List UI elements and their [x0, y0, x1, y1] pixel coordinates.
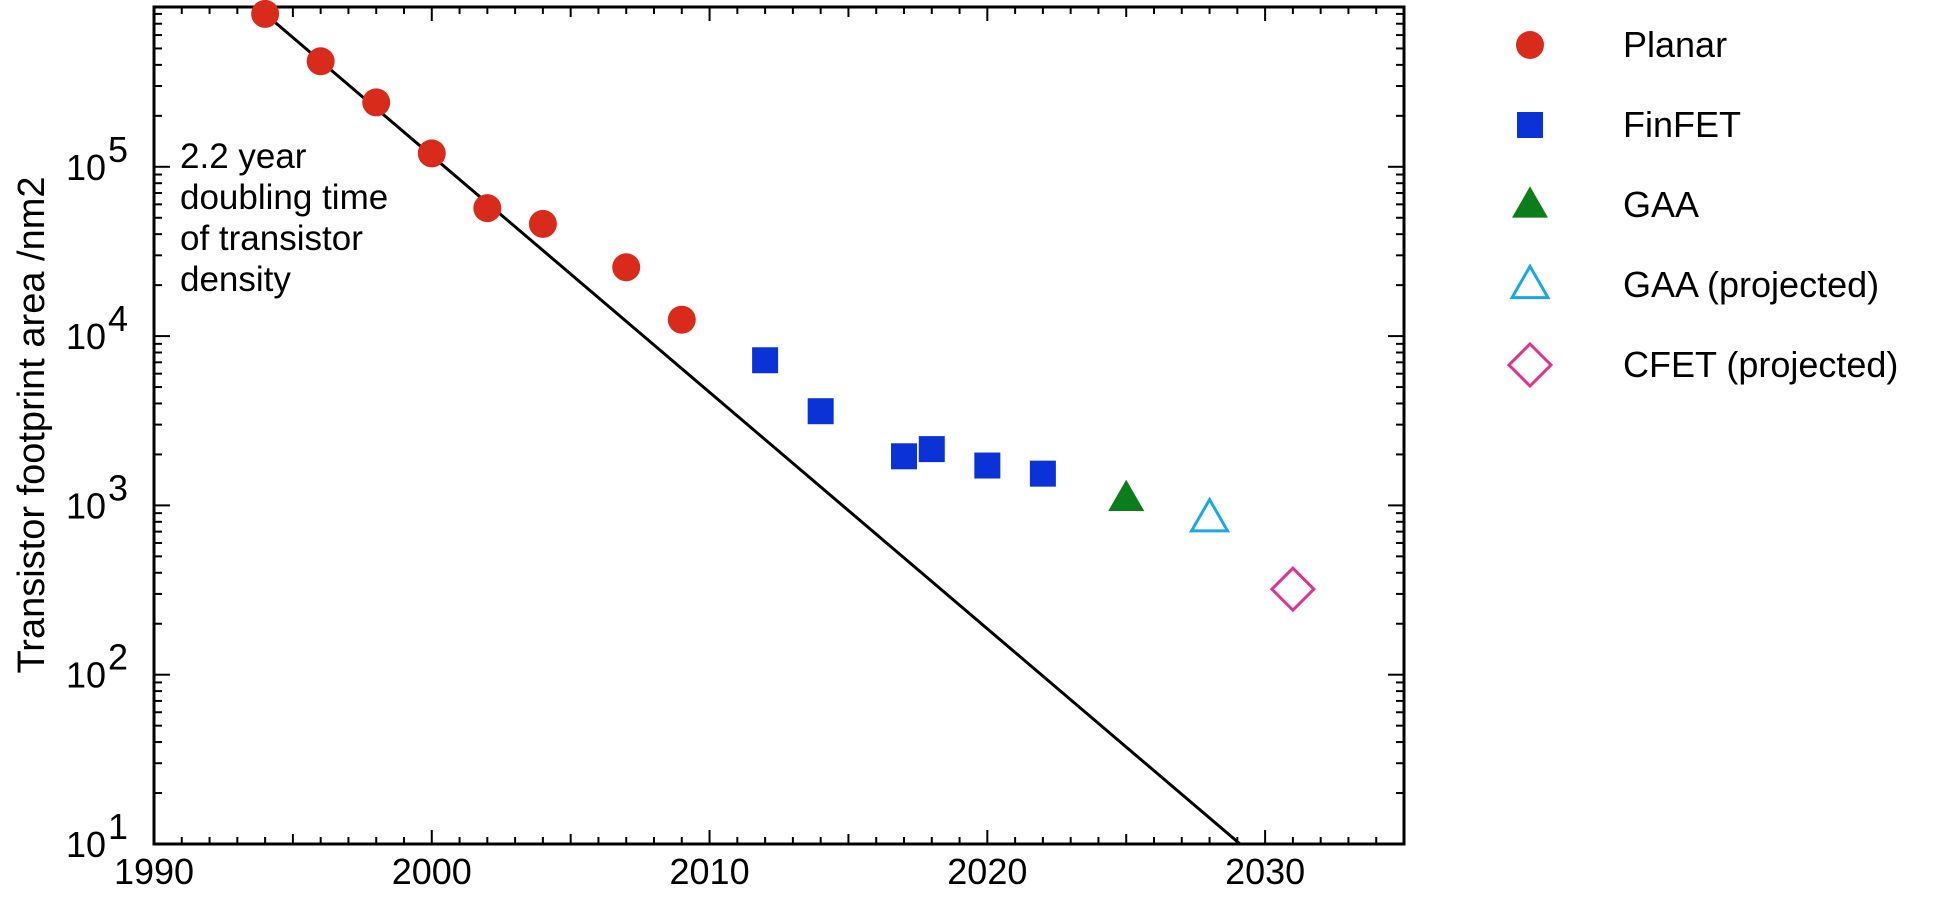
- x-tick-label: 2000: [392, 851, 472, 892]
- x-tick-label: 2010: [670, 851, 750, 892]
- trend-line: [264, 12, 1242, 844]
- axis-ticks: [153, 7, 1405, 845]
- finfet-point: [752, 347, 779, 374]
- planar-point: [612, 253, 641, 282]
- y-tick-label: 10: [66, 147, 106, 188]
- annotation-line-4: density: [180, 260, 291, 299]
- gaa-point: [1108, 479, 1145, 511]
- y-tick-label-exponent: 5: [108, 129, 128, 170]
- gaa-projected-point: [1188, 496, 1231, 533]
- finfet-point: [974, 452, 1001, 479]
- planar-point: [473, 194, 502, 223]
- annotation-line-1: 2.2 year: [180, 137, 307, 176]
- planar-point: [417, 139, 446, 168]
- finfet-point: [807, 398, 834, 425]
- x-tick-label: 1990: [114, 851, 194, 892]
- y-tick-label-exponent: 2: [108, 637, 128, 678]
- y-tick-label: 10: [66, 485, 106, 526]
- legend-marker-cfet-projected: [1506, 341, 1554, 389]
- planar-point: [306, 47, 335, 76]
- y-tick-label: 10: [66, 316, 106, 357]
- plot-frame: [152, 5, 1406, 846]
- y-tick-label-exponent: 1: [108, 806, 128, 847]
- planar-point: [362, 88, 391, 117]
- legend-label-gaa: GAA: [1623, 184, 1699, 225]
- legend: Planar FinFET GAA GAA (projected) CFET (proj…: [1506, 24, 1898, 389]
- planar-point: [251, 0, 280, 28]
- x-tick-label: 2030: [1225, 851, 1305, 892]
- cfet-projected-point: [1269, 566, 1317, 613]
- legend-marker-gaa: [1512, 186, 1548, 218]
- finfet-point: [1029, 460, 1056, 487]
- legend-label-cfet-projected: CFET (projected): [1623, 344, 1898, 385]
- x-tick-label: 2020: [947, 851, 1027, 892]
- legend-marker-finfet: [1517, 112, 1543, 138]
- data-points: [251, 0, 1317, 613]
- finfet-point: [918, 436, 945, 463]
- legend-marker-gaa-projected: [1509, 263, 1551, 300]
- y-tick-label-exponent: 3: [108, 467, 128, 508]
- y-tick-label: 10: [66, 655, 106, 696]
- legend-label-gaa-projected: GAA (projected): [1623, 264, 1879, 305]
- legend-label-planar: Planar: [1623, 24, 1727, 65]
- annotation-line-3: of transistor: [180, 219, 363, 258]
- finfet-point: [891, 443, 917, 470]
- legend-marker-planar: [1516, 31, 1544, 59]
- x-tick-labels: 1990 2000 2010 2020 2030: [114, 851, 1305, 892]
- annotation-line-2: doubling time: [180, 178, 388, 217]
- planar-point: [528, 209, 557, 238]
- y-tick-label: 10: [66, 824, 106, 865]
- y-tick-label-exponent: 4: [108, 298, 128, 339]
- y-axis-title: Transistor footprint area /nm2: [11, 176, 53, 673]
- planar-point: [667, 305, 696, 334]
- legend-label-finfet: FinFET: [1623, 104, 1741, 145]
